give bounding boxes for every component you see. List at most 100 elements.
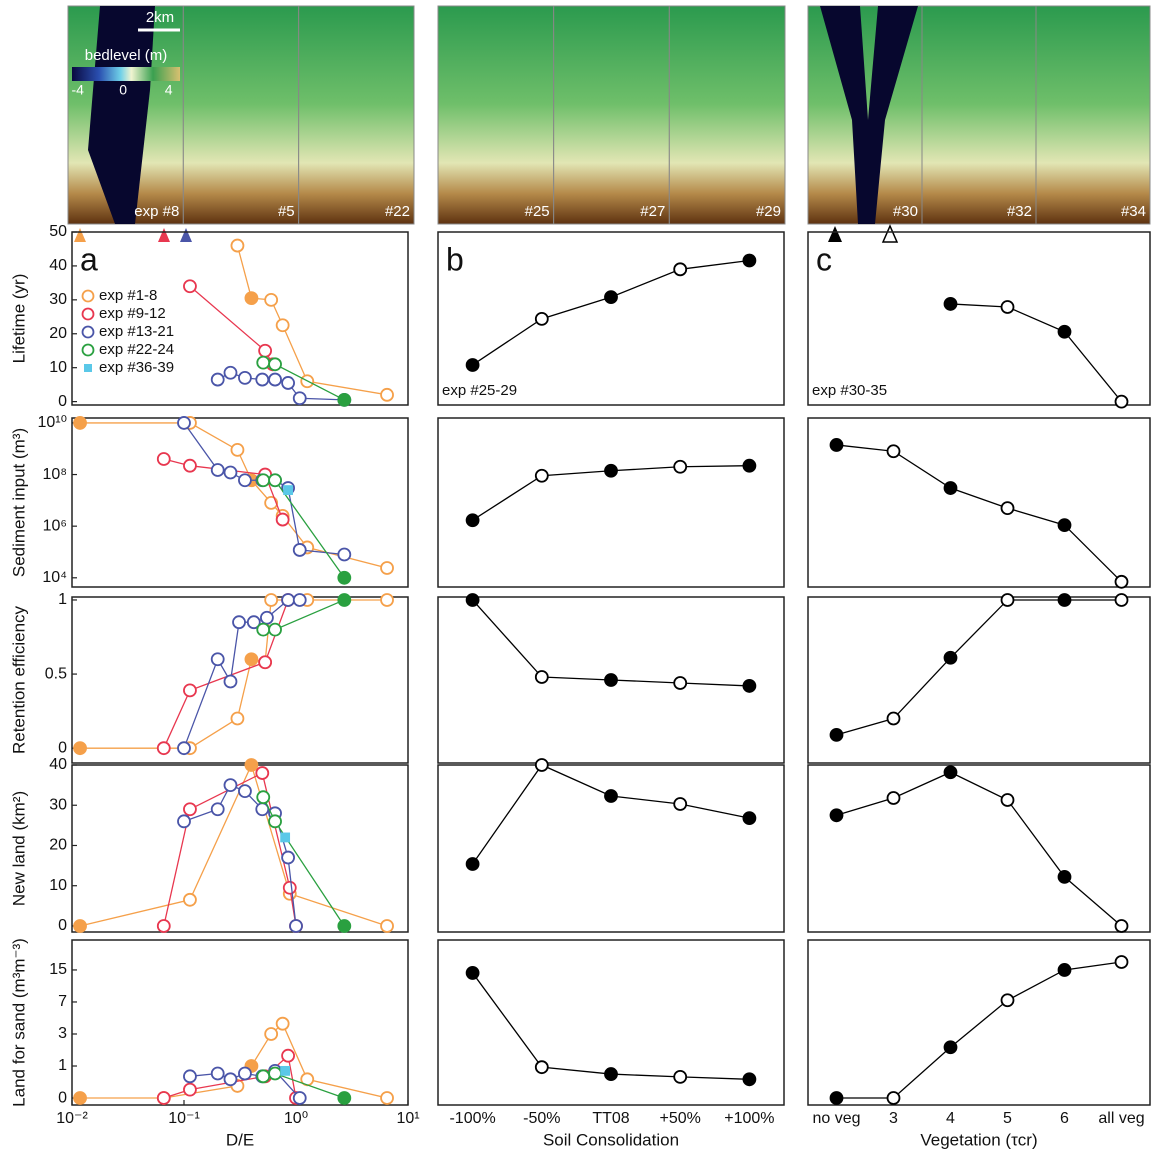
marker xyxy=(230,443,245,457)
x-tick-label: 6 xyxy=(1060,1110,1069,1127)
y-tick-label: 30 xyxy=(49,291,67,308)
marker xyxy=(223,465,238,480)
y-tick-label: 40 xyxy=(49,756,67,773)
colorbar-tick-label: 4 xyxy=(165,82,173,98)
plot-frame xyxy=(437,764,785,933)
y-tick-label: 0 xyxy=(58,393,67,410)
y-axis-label: Retention efficiency xyxy=(9,605,28,754)
y-axis-label: Lifetime (yr) xyxy=(9,274,28,364)
marker xyxy=(604,789,618,803)
plot-frame xyxy=(71,417,409,588)
plot-frame xyxy=(71,764,409,933)
legend-marker xyxy=(81,307,95,321)
y-tick-label: 50 xyxy=(49,223,67,240)
marker xyxy=(256,790,271,805)
marker xyxy=(275,512,290,527)
marker xyxy=(156,1091,171,1105)
marker xyxy=(534,670,549,684)
marker xyxy=(337,593,352,607)
map-image xyxy=(668,5,786,225)
x-tick-label: -50% xyxy=(523,1110,560,1127)
y-tick-label: 10⁸ xyxy=(42,466,67,483)
marker xyxy=(465,857,480,871)
y-tick-label: 15 xyxy=(49,961,67,978)
map-image xyxy=(437,5,555,225)
series-line xyxy=(183,784,297,927)
marker xyxy=(742,253,757,268)
x-tick-label: 5 xyxy=(1003,1110,1012,1127)
colorbar-tick-label: 0 xyxy=(119,82,127,98)
legend-label: exp #9-12 xyxy=(99,305,166,322)
plot-frame xyxy=(807,231,1151,406)
marker xyxy=(886,1091,901,1105)
plot-frame xyxy=(437,939,785,1106)
marker xyxy=(156,452,171,466)
marker xyxy=(1000,300,1015,314)
marker xyxy=(604,290,618,305)
marker xyxy=(829,808,844,823)
marker xyxy=(210,652,225,667)
marker xyxy=(337,547,352,562)
x-tick-label: -100% xyxy=(449,1110,495,1127)
series-line xyxy=(183,422,345,556)
series-line xyxy=(472,259,750,366)
map-label: #27 xyxy=(640,203,665,220)
y-tick-label: 1 xyxy=(58,591,67,608)
plot-frame xyxy=(807,939,1151,1106)
colorbar-title: bedlevel (m) xyxy=(85,47,168,64)
channel xyxy=(88,6,155,224)
y-tick-label: 20 xyxy=(49,325,67,342)
marker xyxy=(289,919,303,933)
y-tick-label: 10⁴ xyxy=(42,569,67,586)
marker xyxy=(943,1040,958,1055)
marker xyxy=(292,1091,307,1105)
map-label: #5 xyxy=(278,203,295,220)
marker xyxy=(534,1060,549,1075)
legend-label: exp #1-8 xyxy=(99,287,157,304)
marker xyxy=(673,1070,688,1084)
colorbar xyxy=(72,67,180,81)
marker xyxy=(337,393,352,407)
marker xyxy=(210,802,225,817)
plot-frame xyxy=(437,231,785,406)
marker xyxy=(223,1072,238,1087)
marker xyxy=(255,372,270,387)
arrow xyxy=(180,228,192,242)
series-line xyxy=(472,599,750,687)
marker xyxy=(268,1066,282,1081)
series-line xyxy=(950,303,1123,403)
x-tick-label: 10⁻¹ xyxy=(168,1110,200,1127)
marker xyxy=(337,1091,352,1105)
marker xyxy=(238,473,252,488)
marker xyxy=(673,459,688,474)
legend-marker xyxy=(81,325,95,339)
marker xyxy=(534,311,549,326)
y-axis-label: Sediment input (m³) xyxy=(9,428,28,577)
marker xyxy=(156,919,171,933)
marker xyxy=(282,880,297,895)
scale-bar-label: 2km xyxy=(146,9,174,26)
marker xyxy=(1057,869,1072,884)
marker xyxy=(281,1048,295,1063)
y-tick-label: 40 xyxy=(49,257,67,274)
marker xyxy=(280,1065,291,1076)
map-label: #34 xyxy=(1121,203,1146,220)
series-line xyxy=(836,961,1122,1099)
marker xyxy=(210,1066,225,1081)
marker xyxy=(292,543,307,557)
series-line xyxy=(80,1022,388,1099)
marker xyxy=(465,966,480,980)
marker xyxy=(183,458,197,473)
marker xyxy=(283,485,293,495)
marker xyxy=(256,1069,271,1084)
marker xyxy=(256,355,271,370)
marker xyxy=(1000,993,1015,1008)
marker xyxy=(604,1067,618,1081)
marker xyxy=(73,1091,87,1105)
panel-letter: b xyxy=(446,241,464,277)
marker xyxy=(673,262,688,277)
marker xyxy=(886,444,901,459)
marker xyxy=(604,463,618,478)
x-axis-label: D/E xyxy=(226,1130,254,1149)
